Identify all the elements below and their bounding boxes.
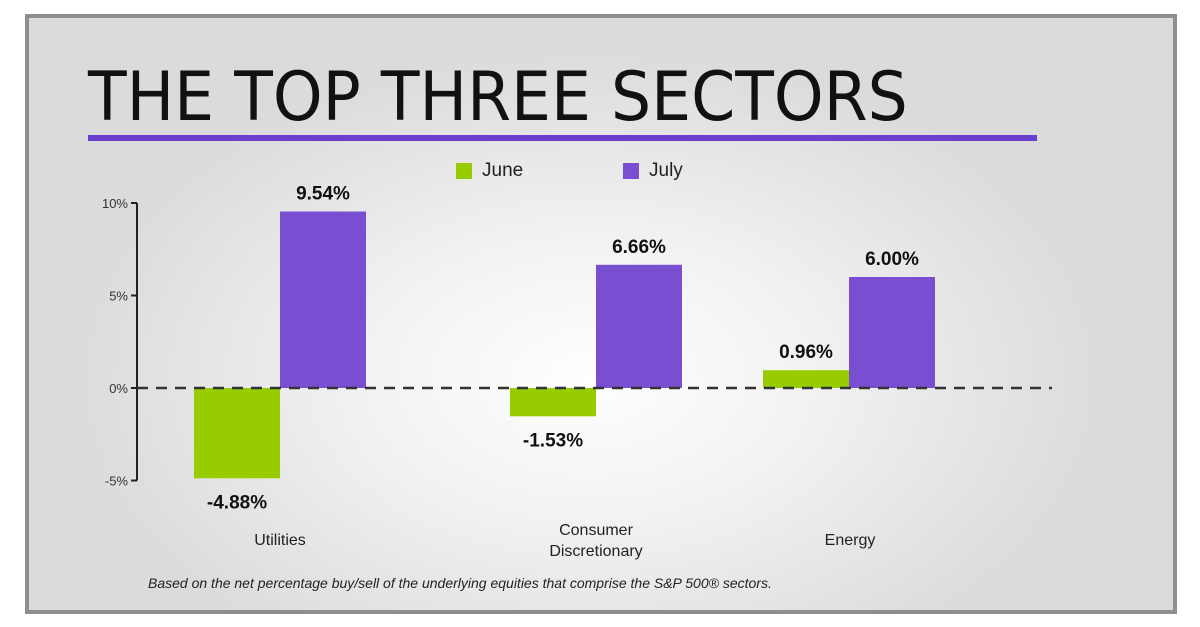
title-underline (88, 135, 1037, 141)
data-label: -1.53% (523, 430, 583, 451)
bar-july (849, 277, 935, 388)
data-label: 0.96% (779, 342, 833, 363)
y-tick-label: -5% (105, 474, 129, 489)
legend-label-june: June (482, 160, 524, 181)
y-tick-label: 10% (102, 196, 128, 211)
bar-july (596, 264, 682, 388)
legend-label-july: July (649, 160, 683, 181)
y-tick-label: 0% (109, 381, 128, 396)
x-category-label: Energy (825, 532, 876, 549)
legend-swatch-july (623, 163, 639, 179)
footnote: Based on the net percentage buy/sell of … (148, 575, 772, 591)
legend-june: June (456, 160, 523, 182)
bar-june (194, 388, 280, 479)
chart-title: THE TOP THREE SECTORS (88, 58, 908, 137)
x-category-label: Consumer Discretionary (549, 522, 642, 560)
bar-june (510, 388, 596, 417)
legend-swatch-june (456, 163, 472, 179)
bar-july (280, 211, 366, 388)
data-label: 9.54% (296, 184, 350, 205)
legend-july: July (623, 160, 683, 182)
bar-june (763, 370, 849, 388)
data-label: -4.88% (207, 492, 267, 513)
data-label: 6.66% (612, 237, 666, 258)
x-category-label: Utilities (254, 532, 306, 549)
data-label: 6.00% (865, 249, 919, 270)
y-tick-label: 5% (109, 289, 128, 304)
